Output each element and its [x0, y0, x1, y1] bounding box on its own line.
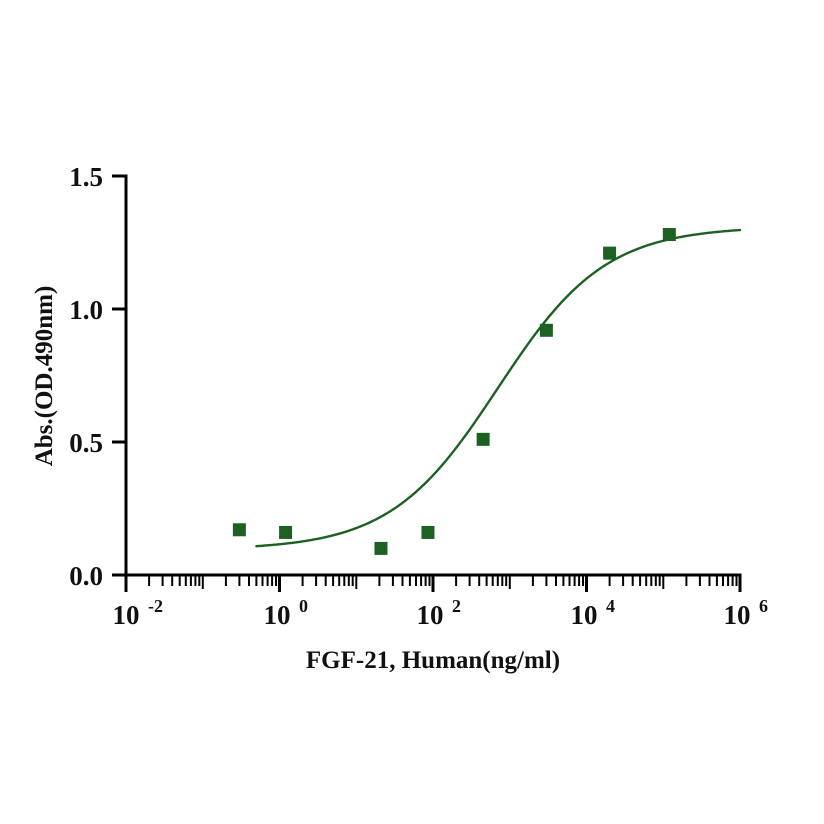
x-tick-exponent: 4 [606, 596, 615, 616]
y-tick-label: 0.0 [69, 561, 103, 591]
x-tick-labels: 10 -2 10 0 10 2 10 4 10 6 [113, 596, 769, 630]
y-tick-labels: 0.0 0.5 1.0 1.5 [69, 162, 103, 591]
x-tick-exponent: -2 [148, 596, 163, 616]
data-point-marker [662, 228, 676, 242]
y-tick-label: 1.0 [69, 295, 103, 325]
x-tick-label: 10 6 [724, 596, 769, 630]
data-point-marker [374, 541, 388, 555]
x-tick-base: 10 [571, 600, 598, 630]
x-tick-exponent: 2 [452, 596, 461, 616]
x-tick-base: 10 [417, 600, 444, 630]
x-tick-base: 10 [724, 600, 751, 630]
y-tick-label: 1.5 [69, 162, 103, 192]
data-point-markers [232, 228, 676, 555]
x-tick-exponent: 0 [299, 596, 308, 616]
x-tick-base: 10 [264, 600, 291, 630]
x-tick-label: 10 4 [571, 596, 616, 630]
data-point-marker [232, 523, 246, 537]
fit-curve [255, 228, 742, 548]
x-tick-label: 10 -2 [113, 596, 164, 630]
y-tick-label: 0.5 [69, 428, 103, 458]
x-tick-label: 10 0 [264, 596, 309, 630]
x-tick-exponent: 6 [759, 596, 768, 616]
y-axis-title: Abs.(OD.490nm) [31, 286, 58, 467]
data-point-marker [421, 525, 435, 539]
x-axis-ticks [124, 575, 742, 592]
data-point-marker [476, 432, 490, 446]
data-point-marker [603, 246, 617, 260]
data-point-marker [279, 525, 293, 539]
data-point-marker [539, 323, 553, 337]
y-axis-ticks [112, 174, 126, 577]
x-tick-base: 10 [113, 600, 140, 630]
x-tick-label: 10 2 [417, 596, 462, 630]
x-axis-title: FGF-21, Human(ng/ml) [306, 647, 560, 674]
